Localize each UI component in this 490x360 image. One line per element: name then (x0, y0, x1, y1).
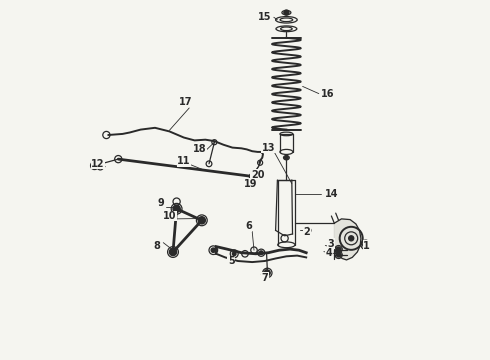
Text: 20: 20 (251, 170, 264, 180)
Text: 9: 9 (157, 198, 164, 208)
Circle shape (173, 205, 180, 212)
Text: 8: 8 (153, 240, 160, 251)
Circle shape (198, 217, 205, 224)
Text: 2: 2 (303, 227, 310, 237)
Circle shape (337, 247, 341, 251)
Text: 17: 17 (179, 96, 193, 107)
Circle shape (363, 242, 368, 248)
Text: 4: 4 (326, 248, 333, 258)
Text: 7: 7 (262, 273, 268, 283)
Circle shape (93, 164, 97, 167)
Text: 12: 12 (91, 159, 105, 169)
Circle shape (284, 10, 289, 15)
Circle shape (232, 252, 236, 256)
Circle shape (349, 236, 354, 241)
Circle shape (337, 253, 341, 257)
Text: 14: 14 (325, 189, 338, 199)
Text: 19: 19 (244, 179, 257, 189)
Text: 13: 13 (262, 143, 275, 153)
Circle shape (285, 156, 288, 159)
Circle shape (211, 248, 216, 252)
Text: 11: 11 (177, 156, 191, 166)
Text: 1: 1 (363, 240, 370, 251)
Text: 5: 5 (228, 256, 235, 266)
Circle shape (170, 248, 176, 256)
Polygon shape (334, 219, 361, 260)
Circle shape (259, 251, 263, 255)
Text: 18: 18 (193, 144, 207, 154)
Circle shape (265, 270, 270, 276)
Text: 6: 6 (245, 221, 252, 231)
Text: 3: 3 (327, 239, 334, 249)
Text: 15: 15 (258, 12, 271, 22)
Text: 16: 16 (321, 89, 335, 99)
Text: 10: 10 (163, 211, 176, 221)
